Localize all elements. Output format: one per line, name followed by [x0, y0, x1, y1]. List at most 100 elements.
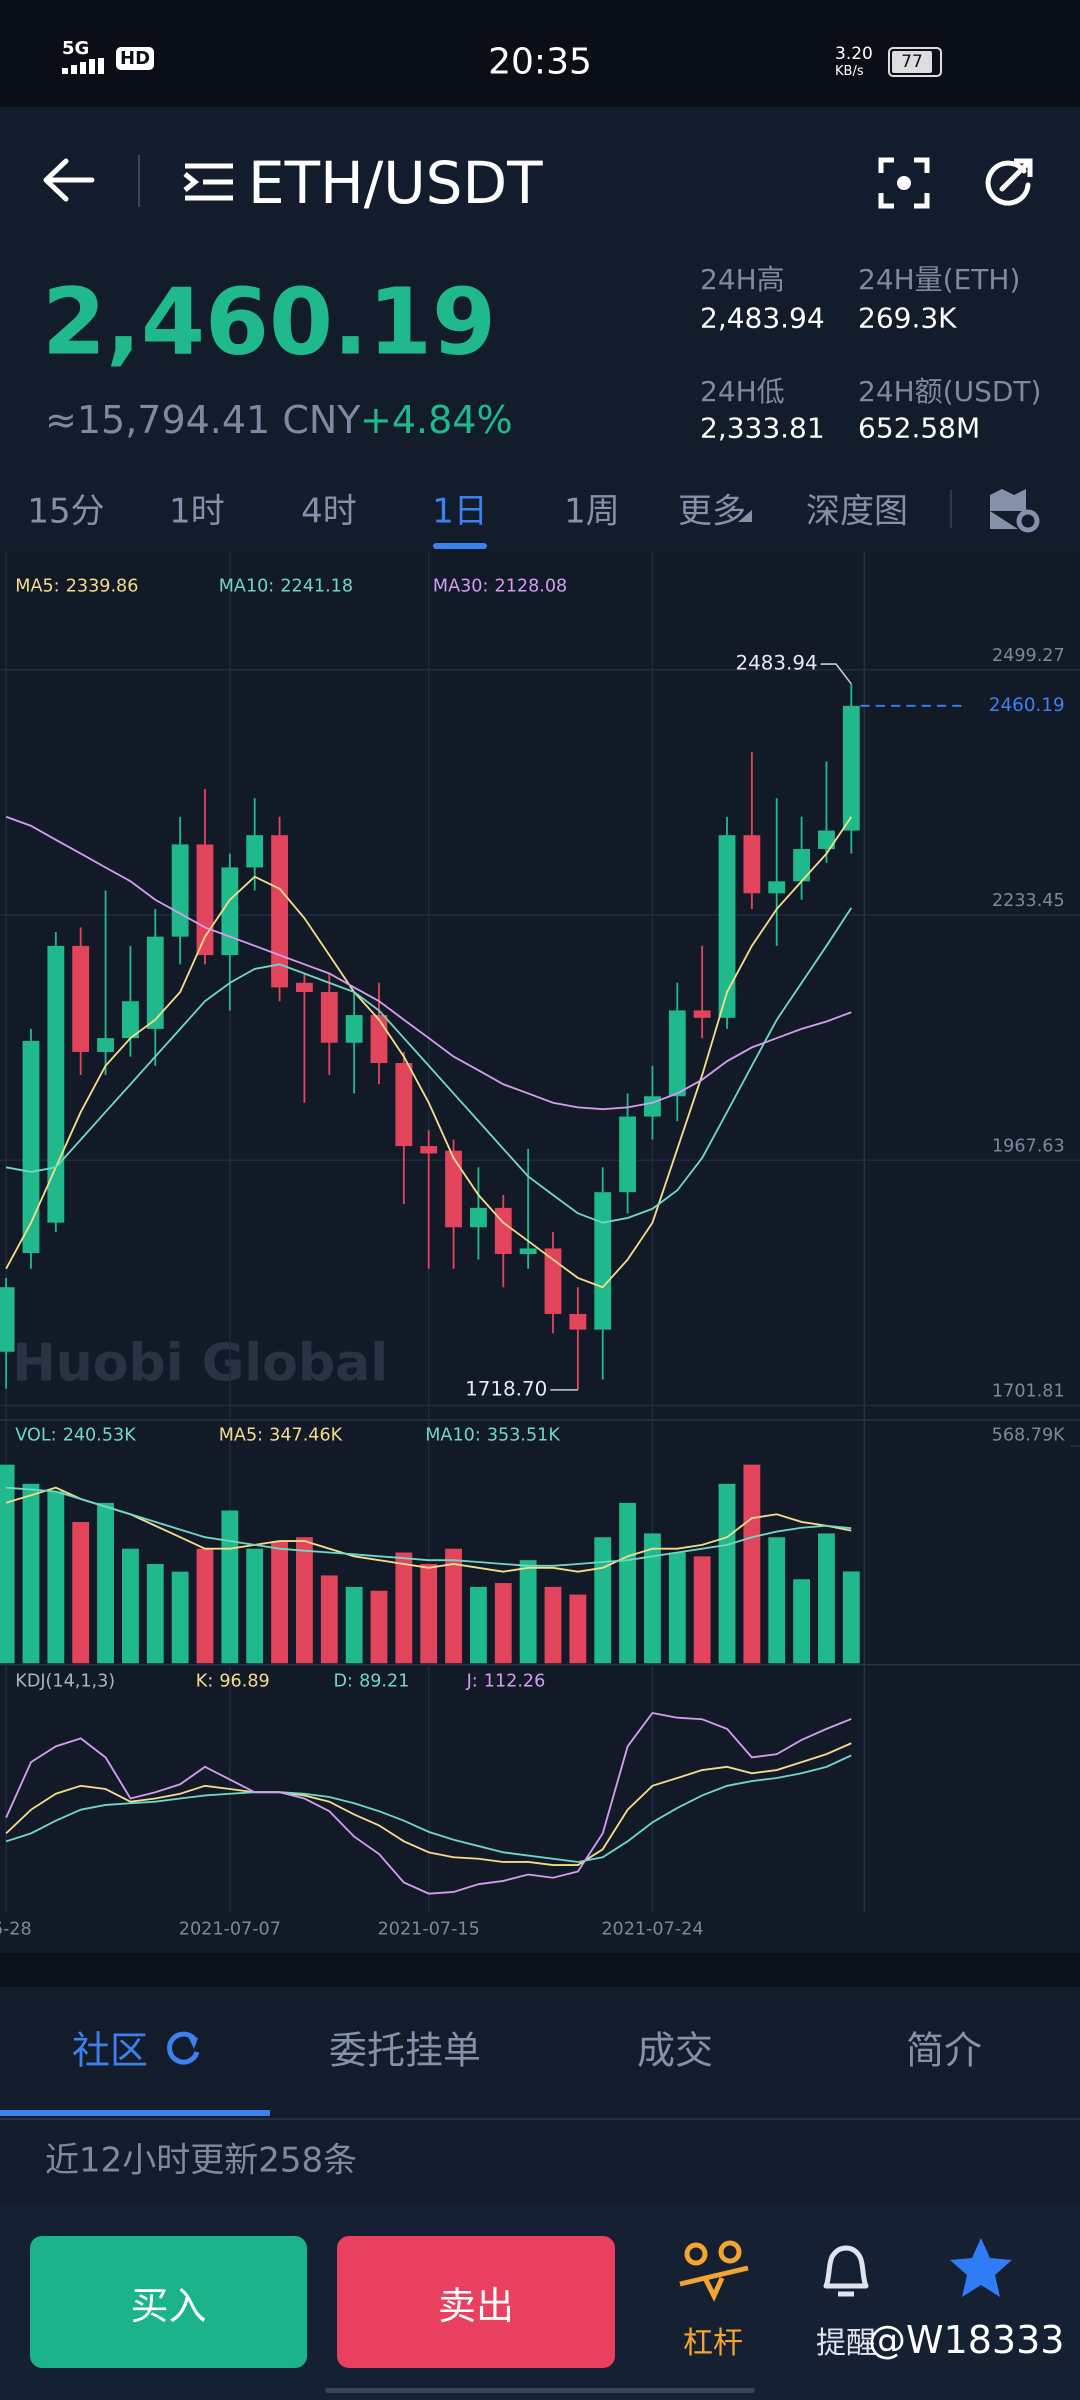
candle-body [221, 867, 239, 956]
menu-icon[interactable] [183, 162, 235, 202]
candle-body [271, 835, 288, 988]
volume-bar [97, 1502, 114, 1664]
leverage-icon[interactable] [676, 2240, 752, 2302]
candle-body [47, 945, 65, 1223]
ma-line [5, 907, 853, 1224]
volume-bar [718, 1483, 736, 1664]
x-tick-label: 2021-07-24 [601, 1919, 703, 1939]
legend-value: 2241.18 [280, 576, 353, 596]
candle-body [569, 1313, 587, 1330]
indicator-title: KDJ(14,1,3) [15, 1672, 115, 1692]
volume-bar [47, 1491, 65, 1664]
ma-line [5, 816, 853, 1289]
volume-bar [121, 1548, 139, 1664]
status-bar: 5G HD 20:35 3.20 KB/s 77 [0, 0, 1080, 107]
volume-bar [594, 1537, 612, 1664]
axis-bg [0, 1915, 1080, 1951]
legend-value: 112.26 [484, 1672, 546, 1692]
volume-bar [271, 1541, 288, 1664]
chart-watermark: Huobi Global [12, 1333, 388, 1393]
volume-ma-line [6, 1486, 852, 1567]
candle-body [395, 1063, 413, 1147]
chart-settings-icon[interactable] [988, 485, 1040, 533]
candle-body [718, 835, 736, 1018]
legend-value: 347.46K [269, 1425, 343, 1445]
volume-bar [644, 1533, 661, 1664]
interval-indicator [433, 543, 487, 549]
buy-button[interactable]: 买入 [30, 2236, 307, 2368]
legend-entry: J: 112.26 [466, 1672, 546, 1692]
x-tick-label: 06-28 [0, 1919, 32, 1939]
content-tab[interactable]: 简介 [905, 2028, 983, 2073]
content-tab[interactable]: 社区 [71, 2028, 149, 2073]
sell-button[interactable]: 卖出 [337, 2236, 615, 2368]
kline-chart: Huobi Global 06-28 2021-07-07 2021-07-15 202… [0, 551, 1080, 1951]
interval-tab[interactable]: 深度图 [806, 491, 908, 532]
low-label: 1718.70 [465, 1377, 547, 1400]
interval-tab[interactable]: 4时 [301, 491, 357, 532]
volume-bar [818, 1533, 835, 1664]
alert-label[interactable]: 提醒 [816, 2326, 876, 2361]
kdj-line [5, 1711, 852, 1895]
volume-bar [693, 1556, 711, 1664]
candle-body [246, 835, 264, 868]
pair-title: ETH/USDT [248, 149, 543, 217]
home-indicator [325, 2388, 755, 2393]
legend-name: K: [196, 1672, 213, 1692]
volume-bar [544, 1586, 562, 1664]
legend-entry: MA10: 2241.18 [219, 576, 353, 596]
y-tick-label: 568.79K [992, 1425, 1066, 1445]
network: 5G [62, 38, 90, 59]
candle-body [668, 1010, 686, 1097]
legend-name: MA5: [15, 576, 59, 596]
net-speed: 3.20 [835, 44, 873, 64]
legend-value: 89.21 [359, 1672, 409, 1692]
volume-bar [246, 1548, 264, 1664]
net-speed-unit: KB/s [835, 64, 864, 79]
high-label: 2483.94 [735, 652, 817, 675]
candle-body [619, 1116, 636, 1193]
last-price-label: 2460.19 [989, 695, 1065, 716]
back-button[interactable] [40, 157, 96, 203]
volume-bar [370, 1590, 388, 1664]
y-tick-label: 1701.81 [992, 1382, 1065, 1402]
x-tick-label: 2021-07-15 [378, 1919, 480, 1939]
stat-value: 652.58M [858, 411, 981, 445]
favorite-icon[interactable] [948, 2236, 1014, 2300]
candle-body [146, 936, 164, 1029]
volume-bar [420, 1563, 438, 1664]
chart-bg [0, 551, 1080, 1951]
volume-bar [146, 1563, 164, 1664]
legend-value: 2339.86 [66, 576, 139, 596]
candle-body [743, 835, 761, 894]
volume-bar [668, 1552, 686, 1664]
stat-label: 24H额(USDT) [858, 375, 1042, 408]
kdj-line [5, 1754, 852, 1863]
interval-tab[interactable]: 15分 [27, 491, 105, 532]
refresh-icon[interactable] [165, 2030, 201, 2066]
content-tab[interactable]: 委托挂单 [328, 2028, 482, 2073]
leverage-label[interactable]: 杠杆 [683, 2326, 743, 2361]
interval-tab[interactable]: 更多 [678, 491, 746, 532]
volume-ma-line [5, 1486, 852, 1573]
candle-body [72, 945, 90, 1052]
tab-indicator [0, 2110, 270, 2116]
interval-tab[interactable]: 1时 [169, 491, 225, 532]
content-tab[interactable]: 成交 [636, 2028, 714, 2073]
ma-line [5, 815, 852, 1111]
header: ETH/USDT [0, 107, 1080, 252]
bell-icon[interactable] [816, 2238, 876, 2304]
volume-bar [793, 1579, 810, 1664]
interval-tab[interactable]: 1周 [564, 491, 620, 532]
stat-value: 2,483.94 [700, 301, 825, 335]
volume-bar [569, 1594, 587, 1664]
share-icon[interactable] [980, 155, 1036, 211]
candle-body [470, 1207, 487, 1228]
scan-icon[interactable] [878, 157, 930, 209]
candle-body [494, 1207, 512, 1254]
interval-tab[interactable]: 1日 [432, 491, 488, 532]
candle-body [544, 1248, 562, 1314]
candle-body [171, 844, 189, 937]
signal-icon [62, 58, 104, 74]
